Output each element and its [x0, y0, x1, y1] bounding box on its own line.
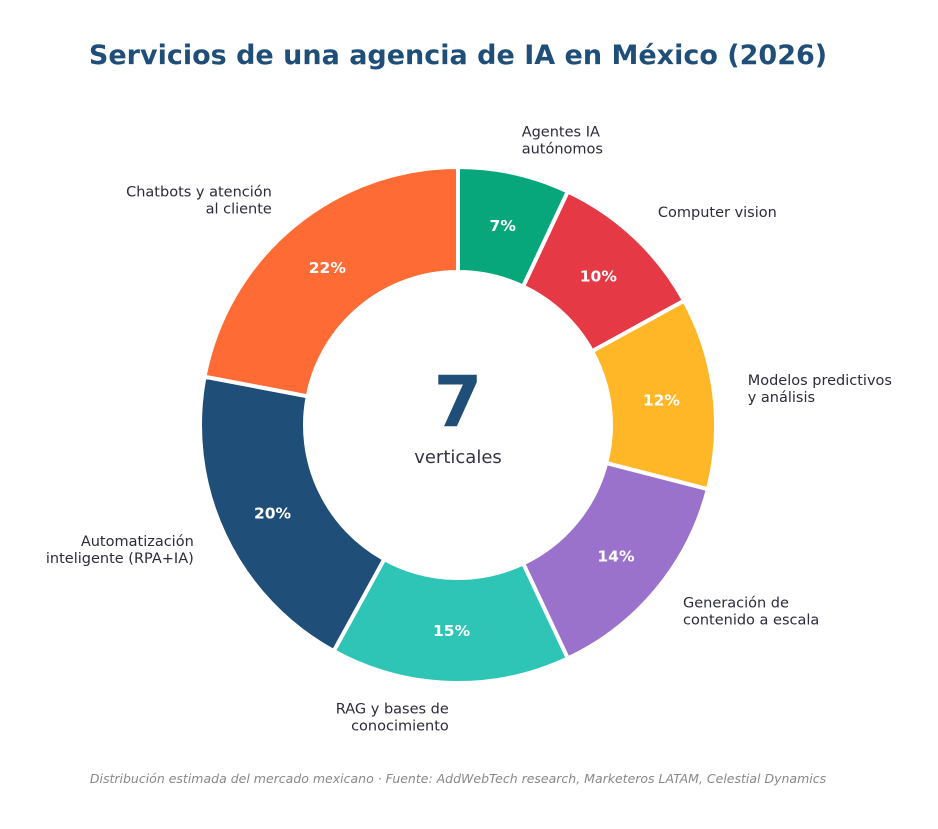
- category-label-computer-vision: Computer vision: [658, 205, 777, 221]
- slices-layer: [198, 164, 718, 685]
- category-label-line: Automatización: [81, 534, 194, 550]
- category-label-line: Computer vision: [658, 205, 777, 221]
- category-label-rag-y-bases-de: RAG y bases de conocimiento: [336, 701, 449, 734]
- category-label-line: Chatbots y atención: [126, 185, 272, 201]
- category-label-line: Generación de: [683, 596, 789, 612]
- center-value: 7: [434, 361, 483, 443]
- category-label-line: inteligente (RPA+IA): [46, 551, 194, 567]
- percent-label-agentes-ia: 7%: [490, 217, 517, 235]
- percent-labels-layer: 7% 10% 12% 14% 15% 20% 22%: [254, 217, 680, 640]
- outer-labels-layer: Agentes IA autónomos Computer vision Modelo…: [46, 125, 892, 735]
- category-label-line: y análisis: [748, 390, 815, 406]
- category-label-line: contenido a escala: [683, 613, 819, 629]
- slice-automatizacion: [198, 374, 388, 654]
- slice-chatbots-y-atencion: [202, 164, 460, 399]
- category-label-line: al cliente: [206, 202, 272, 218]
- percent-label-chatbots-y-atencion: 22%: [309, 259, 347, 277]
- percent-label-generacion-de: 14%: [597, 548, 635, 566]
- chart-title: Servicios de una agencia de IA en México…: [88, 40, 828, 71]
- category-label-line: autónomos: [522, 142, 603, 158]
- center-caption: verticales: [414, 447, 502, 468]
- footnote: Distribución estimada del mercado mexica…: [89, 771, 827, 786]
- category-label-generacion-de: Generación de contenido a escala: [683, 596, 819, 629]
- category-label-line: Modelos predictivos: [748, 373, 892, 389]
- category-label-automatizacion: Automatización inteligente (RPA+IA): [46, 534, 194, 567]
- slice-rag-y-bases-de: [330, 556, 571, 685]
- category-label-line: Agentes IA: [522, 125, 600, 141]
- category-label-line: RAG y bases de: [336, 701, 449, 717]
- percent-label-computer-vision: 10%: [580, 268, 618, 286]
- percent-label-automatizacion: 20%: [254, 504, 292, 522]
- category-label-agentes-ia: Agentes IA autónomos: [522, 125, 603, 158]
- category-label-line: conocimiento: [351, 718, 449, 734]
- category-label-modelos-predictivos: Modelos predictivos y análisis: [748, 373, 892, 406]
- percent-label-rag-y-bases-de: 15%: [433, 622, 471, 640]
- category-label-chatbots-y-atencion: Chatbots y atención al cliente: [126, 185, 272, 218]
- percent-label-modelos-predictivos: 12%: [643, 391, 681, 409]
